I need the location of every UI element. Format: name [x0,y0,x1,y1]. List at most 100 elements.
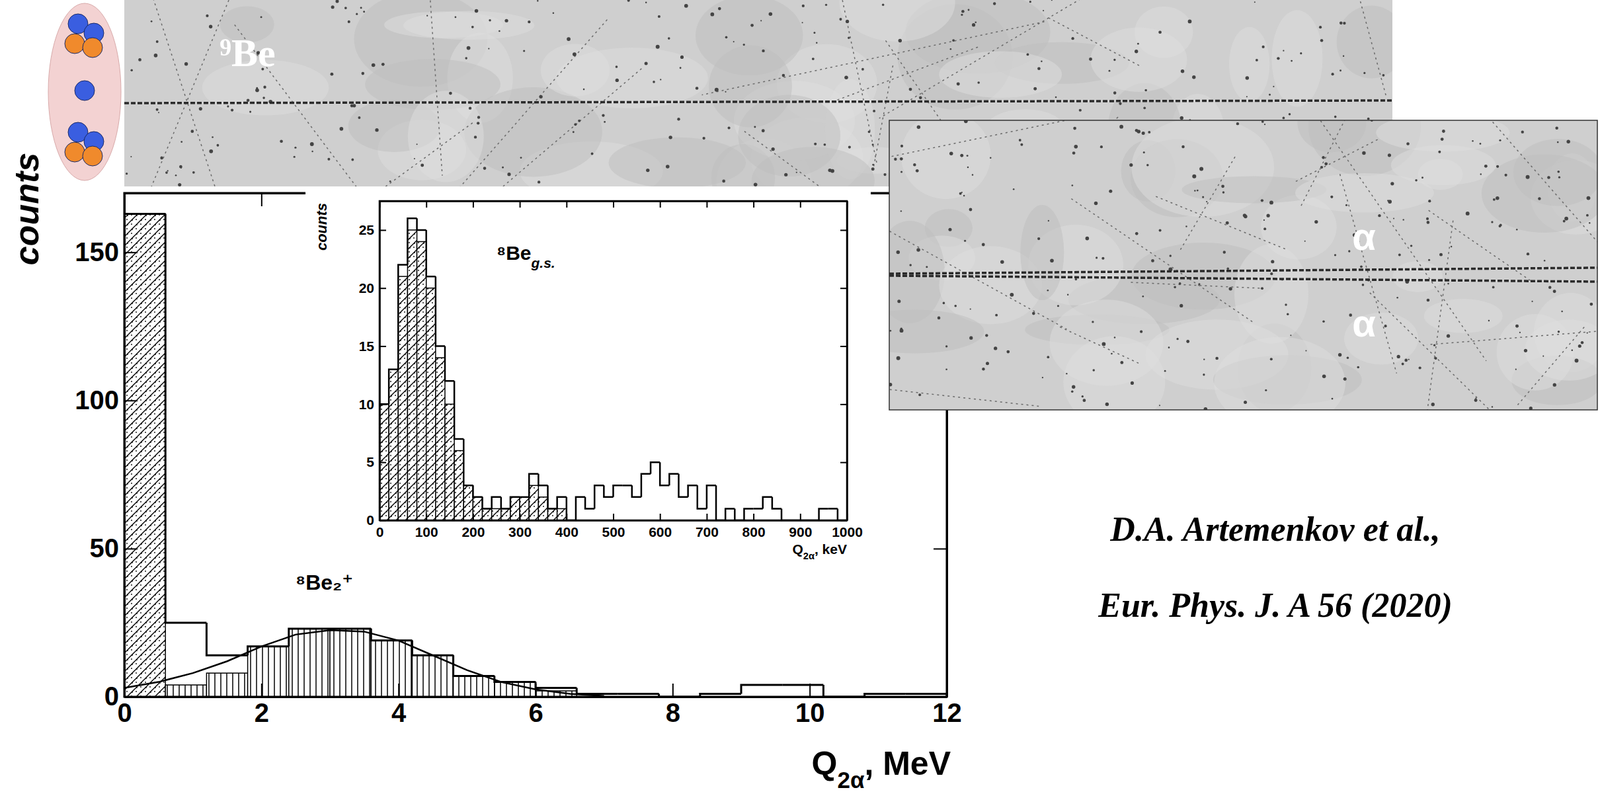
photo-streak [1516,327,1585,407]
histogram-step [585,497,595,510]
photo-grain [249,111,252,114]
histogram-step [781,508,791,521]
slide: 024681012050100150Q2α, MeVcounts⁸Be₂⁺010… [0,0,1600,792]
photo-grain [1272,85,1275,88]
photo-grain [1491,405,1493,408]
photo-grain [915,169,920,173]
photo-grain [1113,91,1117,95]
photo-grain [684,3,689,8]
photo-streak [1294,139,1378,182]
photo-grain [1037,237,1040,240]
tick-mark [519,513,521,521]
photo-grain [1071,390,1074,393]
photo-grain [1521,130,1524,134]
histogram-bar [165,684,207,697]
tick-mark [706,200,708,208]
icon-ellipse [48,3,121,181]
tick-mark [800,513,802,521]
photo-grain [1108,70,1111,73]
photo-grain [847,36,850,39]
photo-grain [1245,76,1250,80]
photo-grain [1159,404,1161,406]
histogram-bar [247,646,289,697]
photo-grain [357,116,361,120]
tick [519,200,521,208]
photo-grain [1114,336,1117,339]
photo-grain [294,146,297,149]
histogram-bar [206,673,248,697]
tick-label: 0 [104,681,120,711]
photo-streak [138,0,270,187]
track [889,275,1598,282]
photo-grain [872,163,875,166]
photo-grain [963,195,965,197]
histogram-bar [501,508,511,521]
photo-grain [966,154,969,157]
photo-grain [1421,176,1424,179]
tick: 600 [648,513,672,540]
histogram-step [482,497,492,510]
photo-grain [527,20,531,24]
photo-grain [1492,286,1495,289]
photo-grain [1129,163,1133,167]
tick-label: 500 [601,524,625,540]
photo-grain [1558,176,1561,179]
histogram-step [206,622,248,656]
photo-streak [744,131,838,187]
photo-blotch [1375,120,1510,152]
histogram-step [463,439,473,486]
photo-grain [1192,174,1197,179]
photo-grain [1345,204,1348,207]
photo-grain [913,163,916,166]
tick-mark [261,193,263,207]
histogram-step [426,230,436,277]
photo-grain [1065,372,1068,375]
tick: 700 [695,513,719,540]
photo-grain [1360,265,1363,268]
photo-grain [727,126,731,129]
photo-grain [1164,370,1167,373]
photo-grain [1586,214,1589,217]
photo-grain [1361,283,1365,287]
tick-mark [612,200,615,208]
photo-grain [1260,199,1264,202]
tick-mark [809,683,811,697]
photo-grain [1276,56,1280,60]
photo-grain [1147,130,1151,134]
photo-grain [552,12,555,15]
photo-grain [872,109,876,113]
photo-grain [771,147,775,151]
tick-mark [840,287,847,289]
photo-grain [1406,142,1410,146]
photo-grain [156,40,159,43]
photo-streak [889,226,1067,330]
photo-grain [782,74,786,78]
tick-label: 5 [366,454,375,470]
tick-mark [379,287,387,289]
photo-grain [1000,260,1005,265]
tick-label: 1000 [831,524,863,540]
tick-mark [379,403,387,406]
photo-grain [1382,74,1386,77]
tick: 5 [366,454,387,470]
photo-grain [471,25,475,29]
histogram-step [548,485,558,509]
photo-blotch [1513,138,1598,206]
histogram-step [594,485,604,509]
photo-grain [1398,253,1401,256]
photo-grain [743,43,746,46]
photo-grain [130,68,133,72]
histogram-step [398,265,408,370]
icon-nucleon [82,37,103,58]
track-label: α [1352,214,1376,258]
photo-grain [1202,373,1205,376]
photo-grain [1471,140,1474,142]
photo-grain [937,316,941,320]
photo-grain [1057,304,1060,307]
photo-grain [695,86,699,90]
x-axis-title: Q2α, keV [792,541,847,562]
photo-grain [1515,368,1517,371]
photo-grain [1441,129,1446,133]
photo-grain [416,143,418,145]
photo-grain [360,6,363,9]
